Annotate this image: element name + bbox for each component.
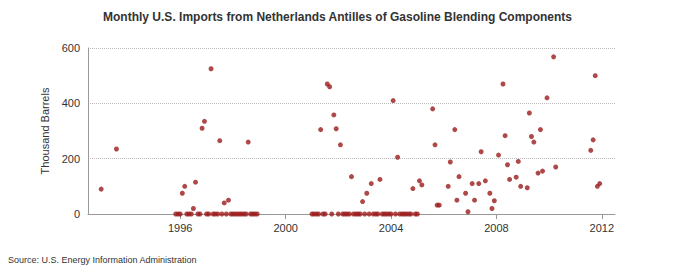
svg-text:400: 400: [62, 97, 80, 109]
svg-text:2008: 2008: [484, 222, 508, 234]
svg-text:1996: 1996: [168, 222, 192, 234]
svg-text:600: 600: [62, 42, 80, 54]
svg-text:2012: 2012: [590, 222, 614, 234]
svg-text:200: 200: [62, 153, 80, 165]
svg-text:Source: U.S. Energy Informatio: Source: U.S. Energy Information Administ…: [8, 255, 197, 265]
svg-text:Monthly U.S. Imports from Neth: Monthly U.S. Imports from Netherlands An…: [103, 10, 572, 24]
svg-text:2004: 2004: [379, 222, 403, 234]
svg-text:2000: 2000: [273, 222, 297, 234]
svg-text:0: 0: [74, 208, 80, 220]
svg-text:Thousand Barrels: Thousand Barrels: [39, 87, 51, 174]
